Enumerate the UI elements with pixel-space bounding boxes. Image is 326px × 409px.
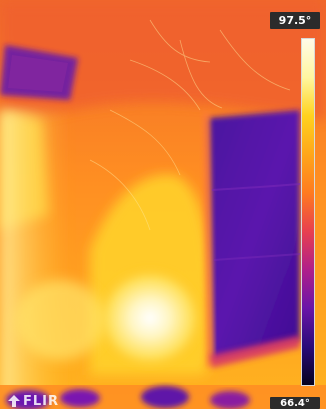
flir-logo-icon — [8, 395, 20, 407]
bottom-cold-spot-4 — [210, 391, 250, 409]
flir-logo-text: FLIR — [23, 393, 60, 409]
max-temp-label: 97.5° — [278, 14, 312, 27]
min-temp-label: 66.4° — [280, 397, 310, 409]
window-pane — [208, 110, 300, 360]
max-temp-badge: 97.5° — [270, 12, 320, 29]
top-left-frame-inner — [8, 55, 68, 92]
plant-leaf-outlines — [89, 19, 291, 231]
window-mid-line — [211, 183, 301, 191]
hot-spot — [95, 266, 205, 370]
bottom-cold-spot-2 — [60, 389, 100, 407]
window-frame-warm — [202, 112, 214, 368]
upper-orange-band — [0, 0, 326, 125]
temperature-scale-bar — [301, 38, 315, 386]
window-lower-border — [210, 335, 300, 368]
min-temp-badge: 66.4° — [270, 397, 320, 409]
window-mid-line-2 — [213, 253, 301, 261]
flir-logo: FLIR — [8, 393, 59, 409]
bottom-cold-spot-1 — [6, 390, 50, 409]
bottom-cold-spot-3 — [141, 386, 189, 408]
warm-patch-right — [15, 280, 105, 360]
